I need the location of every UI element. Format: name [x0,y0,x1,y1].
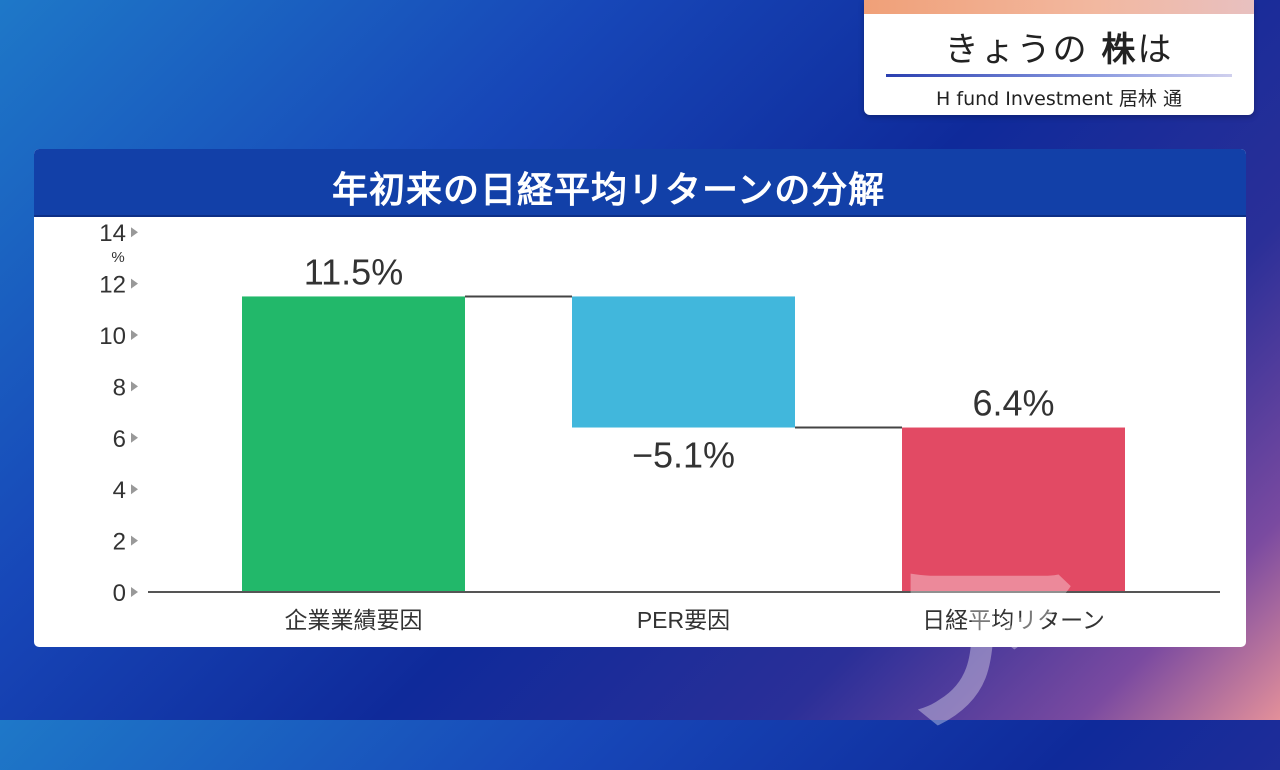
y-tick-label: 10 [99,323,126,350]
y-tick-label: 0 [113,580,126,607]
bar-2 [572,296,795,428]
chart-panel: 年初来の日経平均リターンの分解 0 2 4 6 8 10 12 14% 11.5% −5.1% 6.… [34,149,1246,647]
y-tick-marker [131,535,138,546]
y-tick-marker [131,432,138,443]
category-label: 企業業績要因 [285,607,423,633]
program-title-suffix: は [1137,30,1174,70]
chart-title: 年初来の日経平均リターンの分解 [332,170,886,211]
y-axis-unit: % [111,249,124,266]
y-tick-marker [131,381,138,392]
title-box-accent-bar [864,0,1254,14]
program-title: きょうの 株は [864,22,1254,71]
title-divider [886,74,1232,77]
value-label: −5.1% [632,435,735,476]
y-tick-marker [131,330,138,340]
value-label: 6.4% [972,383,1054,424]
y-tick-marker [131,227,138,238]
y-tick-marker [131,278,138,289]
waterfall-chart: 0 2 4 6 8 10 12 14% 11.5% −5.1% 6.4% 企業業績要因 PER要因 日経平… [99,220,1220,633]
presenter-name: H fund Investment 居林 通 [936,88,1182,110]
bar-3 [902,427,1125,592]
bar-1 [242,296,465,592]
value-label: 11.5% [304,251,403,292]
y-tick-marker [131,484,138,495]
category-label: 日経平均リターン [922,607,1105,633]
chart-header: 年初来の日経平均リターンの分解 [34,149,1246,217]
y-tick-label: 6 [113,426,126,453]
program-title-kanji: 株 [1101,30,1138,70]
y-tick-label: 4 [113,477,126,504]
category-label: PER要因 [637,607,730,633]
y-tick-marker [131,587,138,597]
program-title-prefix: きょうの [944,30,1089,70]
y-tick-label: 12 [99,272,126,299]
y-tick-label: 14 [99,220,126,247]
program-title-box: きょうの 株は H fund Investment 居林 通 [864,0,1254,115]
y-tick-label: 2 [113,529,126,556]
y-tick-label: 8 [113,374,126,401]
